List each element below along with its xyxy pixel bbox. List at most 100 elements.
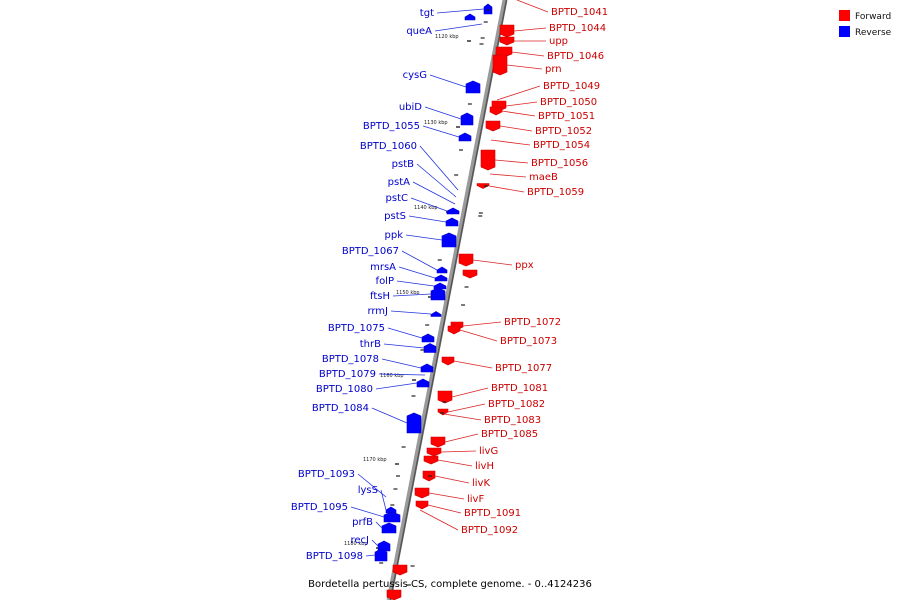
gene-label[interactable]: BPTD_1098: [306, 551, 363, 562]
gene-marker[interactable]: [495, 46, 513, 58]
gene-marker[interactable]: [421, 333, 435, 343]
gene-bptd-1044[interactable]: BPTD_1044: [499, 23, 606, 38]
gene-bptd-1082[interactable]: BPTD_1082: [437, 399, 545, 416]
gene-mrsa[interactable]: mrsA: [370, 262, 448, 282]
gene-bptd-1083[interactable]: BPTD_1083: [443, 413, 541, 426]
gene-label[interactable]: BPTD_1092: [461, 525, 518, 536]
gene-label[interactable]: pstC: [386, 193, 408, 204]
gene-bptd-1059[interactable]: BPTD_1059: [476, 183, 584, 199]
gene-bptd-1093[interactable]: BPTD_1093: [298, 469, 387, 498]
gene-bptd-1091[interactable]: BPTD_1091: [415, 500, 521, 519]
gene-bptd-1054[interactable]: BPTD_1054: [490, 139, 590, 151]
gene-label[interactable]: ftsH: [370, 291, 390, 302]
gene-marker[interactable]: [415, 500, 429, 510]
gene-marker[interactable]: [460, 112, 474, 126]
gene-livg[interactable]: livG: [426, 446, 498, 457]
gene-label[interactable]: BPTD_1067: [342, 246, 399, 257]
gene-label[interactable]: BPTD_1081: [491, 383, 548, 394]
gene-marker[interactable]: [426, 447, 442, 457]
gene-marker[interactable]: [381, 522, 397, 534]
gene-label[interactable]: upp: [549, 36, 568, 47]
gene-marker[interactable]: [430, 311, 442, 317]
gene-label[interactable]: ppx: [515, 260, 534, 271]
gene-label[interactable]: BPTD_1079: [319, 369, 376, 380]
gene-marker[interactable]: [458, 132, 472, 142]
gene-label[interactable]: BPTD_1091: [464, 508, 521, 519]
gene-marker[interactable]: [392, 564, 408, 576]
gene-bptd-1081[interactable]: BPTD_1081: [437, 383, 548, 404]
gene-bptd-1055[interactable]: BPTD_1055: [363, 121, 472, 142]
gene-label[interactable]: BPTD_1095: [291, 502, 348, 513]
gene-label[interactable]: thrB: [360, 339, 381, 350]
gene-ubid[interactable]: ubiD: [399, 102, 474, 126]
gene-label[interactable]: BPTD_1049: [543, 81, 600, 92]
gene-bptd-1095[interactable]: BPTD_1095: [291, 502, 401, 523]
gene-marker[interactable]: [437, 390, 453, 404]
gene-livh[interactable]: livH: [423, 455, 494, 472]
gene-tgt[interactable]: tgt: [420, 3, 493, 19]
gene-bptd-1085[interactable]: BPTD_1085: [430, 429, 538, 448]
gene-label[interactable]: BPTD_1054: [533, 140, 590, 151]
gene-label[interactable]: BPTD_1078: [322, 354, 379, 365]
gene-marker[interactable]: [462, 269, 478, 279]
gene-label[interactable]: queA: [406, 26, 432, 37]
gene-bptd-1075[interactable]: BPTD_1075: [328, 323, 435, 343]
gene-label[interactable]: rrmJ: [367, 306, 388, 317]
gene-label[interactable]: prn: [545, 64, 562, 75]
gene-marker[interactable]: [446, 207, 460, 215]
gene-marker[interactable]: [414, 487, 430, 499]
gene-label[interactable]: BPTD_1072: [504, 317, 561, 328]
gene-label[interactable]: BPTD_1077: [495, 363, 552, 374]
gene-marker[interactable]: [483, 3, 493, 15]
gene-prfb[interactable]: prfB: [352, 517, 397, 534]
gene-bptd-1051[interactable]: BPTD_1051: [489, 106, 595, 122]
gene-label[interactable]: livF: [467, 494, 484, 505]
gene-bptd-1049[interactable]: BPTD_1049: [496, 81, 600, 101]
gene-marker[interactable]: [433, 282, 447, 290]
gene-label[interactable]: cysG: [403, 70, 427, 81]
gene-label[interactable]: BPTD_1093: [298, 469, 355, 480]
gene-marker[interactable]: [458, 253, 474, 267]
gene-label[interactable]: maeB: [529, 172, 558, 183]
gene-label[interactable]: lysS: [358, 485, 378, 496]
gene-label[interactable]: livH: [475, 461, 494, 472]
gene-label[interactable]: pstA: [388, 177, 410, 188]
gene-bptd-1077[interactable]: BPTD_1077: [441, 356, 552, 374]
gene-upp[interactable]: upp: [499, 36, 568, 47]
gene-label[interactable]: BPTD_1080: [316, 384, 373, 395]
gene-marker[interactable]: [492, 54, 508, 76]
gene-marker[interactable]: [423, 343, 437, 353]
gene-label[interactable]: BPTD_1055: [363, 121, 420, 132]
gene-label[interactable]: BPTD_1051: [538, 111, 595, 122]
gene-label[interactable]: BPTD_1082: [488, 399, 545, 410]
gene-quea[interactable]: queA: [406, 23, 483, 37]
gene-pstb[interactable]: pstB: [392, 159, 457, 198]
gene-lyss[interactable]: lysS: [358, 485, 397, 514]
gene-label[interactable]: BPTD_1059: [527, 187, 584, 198]
gene-marker[interactable]: [423, 455, 439, 465]
gene-bptd-1067[interactable]: BPTD_1067: [342, 246, 448, 274]
gene-label[interactable]: BPTD_1046: [547, 51, 604, 62]
gene-label[interactable]: pstB: [392, 159, 414, 170]
gene-bptd-1084[interactable]: BPTD_1084: [312, 403, 422, 434]
gene-bptd-1079[interactable]: BPTD_1079: [319, 369, 426, 380]
gene-marker[interactable]: [441, 356, 455, 366]
gene-bptd-1056[interactable]: BPTD_1056: [480, 149, 588, 171]
gene-ppk[interactable]: ppk: [385, 230, 457, 248]
gene-maeb[interactable]: maeB: [489, 172, 558, 183]
gene-label[interactable]: ppk: [385, 230, 404, 241]
gene-pstc[interactable]: pstC: [386, 193, 460, 215]
gene-marker[interactable]: [436, 266, 448, 274]
gene-recj[interactable]: recJ: [351, 535, 391, 552]
gene-bptd-1073[interactable]: BPTD_1073: [447, 325, 557, 347]
gene-psta[interactable]: pstA: [388, 177, 456, 205]
gene-label[interactable]: folP: [376, 276, 394, 287]
gene-marker[interactable]: [499, 36, 515, 46]
gene-label[interactable]: tgt: [420, 8, 434, 19]
gene-label[interactable]: ubiD: [399, 102, 422, 113]
gene-label[interactable]: livK: [472, 478, 490, 489]
gene-marker[interactable]: [416, 378, 430, 388]
gene-marker[interactable]: [374, 548, 388, 562]
gene-label[interactable]: livG: [479, 446, 498, 457]
gene-label[interactable]: BPTD_1052: [535, 126, 592, 137]
